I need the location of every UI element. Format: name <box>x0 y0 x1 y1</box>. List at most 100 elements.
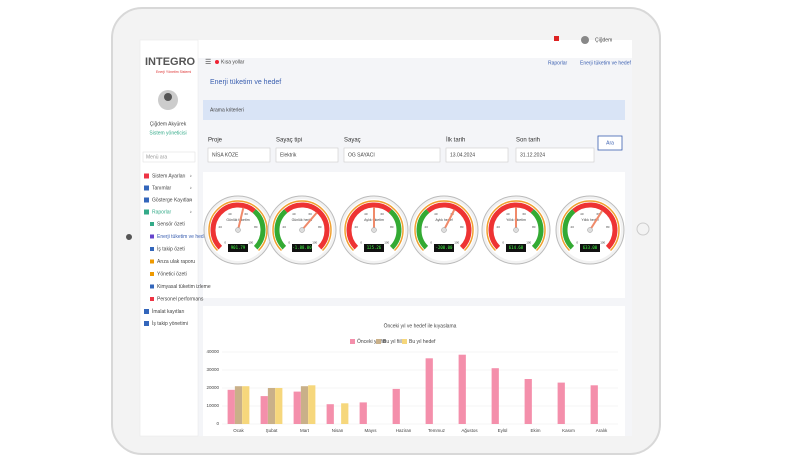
x-tick-label: Haziran <box>396 428 412 433</box>
filter-value: OG SAYACI <box>348 152 375 158</box>
gauge-outer-band <box>560 200 620 252</box>
gauge-tick-label: 20 <box>283 225 287 229</box>
bar <box>234 386 243 424</box>
x-tick-label: Eylül <box>498 428 508 433</box>
header-link[interactable]: Raporlar <box>548 60 568 66</box>
gauge-tick-label: 100 <box>454 241 459 245</box>
gauge-hub <box>371 227 377 233</box>
gauge-tick-label: 0 <box>430 241 432 245</box>
gauge-readout-box <box>506 244 526 252</box>
bar <box>308 385 316 424</box>
legend-swatch[interactable] <box>402 339 407 344</box>
gauge-tick-label: 40 <box>292 212 296 216</box>
header-link[interactable]: Enerji tüketim ve hedef <box>580 60 631 66</box>
x-tick-label: Şubat <box>266 428 279 433</box>
home-button[interactable] <box>636 222 650 236</box>
gauge-tick-label: 100 <box>600 241 605 245</box>
menu-toggle[interactable]: ☰ <box>205 59 211 66</box>
menu-item[interactable]: Gösterge Kayıtları <box>152 197 192 203</box>
submenu-item[interactable]: Personel performans <box>157 296 204 302</box>
bar <box>341 403 349 424</box>
gauge-tick-label: 40 <box>506 212 510 216</box>
gauge-band <box>562 209 576 250</box>
top-bar <box>140 40 632 58</box>
profile-head <box>164 93 172 101</box>
legend-label: Önceki yıl fiili <box>357 338 386 345</box>
profile-name: Çiğdem Akyürek <box>150 121 187 127</box>
menu-item[interactable]: İş takip yönetimi <box>152 320 188 327</box>
bar <box>300 386 309 424</box>
gauge-band <box>346 202 392 250</box>
submenu-item[interactable]: Kimyasal tüketim izleme <box>157 284 211 290</box>
bar <box>392 388 400 424</box>
gauge-name: Günlük tüketim <box>226 218 249 222</box>
gauge-band <box>416 209 430 250</box>
filter-input[interactable] <box>515 147 595 163</box>
filter-input[interactable] <box>207 147 271 163</box>
chart-title: Önceki yıl ve hedef ile kıyaslama <box>384 322 457 329</box>
legend-swatch[interactable] <box>376 339 381 344</box>
legend-swatch[interactable] <box>350 339 355 344</box>
menu-item[interactable]: Tanımlar <box>152 185 172 191</box>
submenu-item[interactable]: İş takip özeti <box>157 245 185 252</box>
gauge-readout: -1.88.00 <box>292 245 312 250</box>
menu-item[interactable]: İmalat kayıtları <box>152 308 185 315</box>
submenu-item[interactable]: Sensör özeti <box>157 221 185 227</box>
gauge-outer-band <box>414 200 474 252</box>
gauge-hub <box>441 227 447 233</box>
shortcut-icon <box>215 60 219 64</box>
x-tick-label: Mart <box>300 428 310 433</box>
logo-sub: Enerji Yönetim Sistemi <box>156 70 191 74</box>
gauge-band <box>388 209 402 250</box>
filter-input[interactable] <box>275 147 339 163</box>
gauge-outer-band <box>272 200 332 252</box>
gauge-tick-label: 80 <box>606 225 610 229</box>
gauge-tick-label: 60 <box>380 212 384 216</box>
shortcuts[interactable]: Kısa yollar <box>221 59 245 65</box>
gauge-tick-label: 40 <box>580 212 584 216</box>
gauge-readout-box <box>434 244 454 252</box>
gauge-tick-label: 40 <box>228 212 232 216</box>
menu-item[interactable]: Raporlar <box>152 209 172 215</box>
menu-icon <box>144 321 149 326</box>
gauge-tick-label: 80 <box>318 225 322 229</box>
gauge-needle <box>237 207 245 231</box>
x-tick-label: Ocak <box>233 428 244 433</box>
submenu-icon <box>150 234 154 239</box>
search-panel[interactable] <box>203 100 625 120</box>
x-tick-label: Nisan <box>332 428 344 433</box>
gauge-tick-label: 80 <box>532 225 536 229</box>
menu-search-text: Menü ara <box>146 154 167 160</box>
x-tick-label: Ağustos <box>461 428 478 433</box>
gauge-tick-label: 80 <box>254 225 258 229</box>
submenu-icon <box>150 222 154 226</box>
submenu-item[interactable]: Yönetici özeti <box>157 271 187 277</box>
gauge-tick-label: 60 <box>522 212 526 216</box>
bar <box>458 354 466 424</box>
filter-input[interactable] <box>343 147 441 163</box>
submenu-item[interactable]: Arıza ulak raporu <box>157 259 195 265</box>
gauge-tick-label: 20 <box>355 225 359 229</box>
filter-label: Sayaç <box>344 138 361 144</box>
menu-item[interactable]: Sistem Ayarları <box>152 173 186 179</box>
gauge-tick-label: 0 <box>288 241 290 245</box>
y-tick-label: 40000 <box>206 349 219 354</box>
search-button-text: Ara <box>606 140 614 146</box>
bar <box>267 388 276 424</box>
gauge-band <box>274 209 288 250</box>
logo: INTEGRO <box>145 56 196 68</box>
gauge-band <box>426 202 472 250</box>
x-tick-label: Aralık <box>596 428 608 433</box>
submenu-icon <box>150 259 154 264</box>
gauge-band <box>252 209 266 250</box>
gauge-band <box>284 202 330 250</box>
gauge-tick-label: 100 <box>248 241 253 245</box>
user-name[interactable]: Çiğdem <box>595 37 612 43</box>
gauge-hub <box>587 227 593 233</box>
gauge-readout: 901.79 <box>231 245 246 250</box>
user-avatar <box>581 36 589 44</box>
search-button[interactable] <box>597 135 623 151</box>
menu-search[interactable] <box>142 151 196 163</box>
submenu-item[interactable]: Enerji tüketim ve hedef <box>157 234 208 240</box>
filter-input[interactable] <box>445 147 509 163</box>
